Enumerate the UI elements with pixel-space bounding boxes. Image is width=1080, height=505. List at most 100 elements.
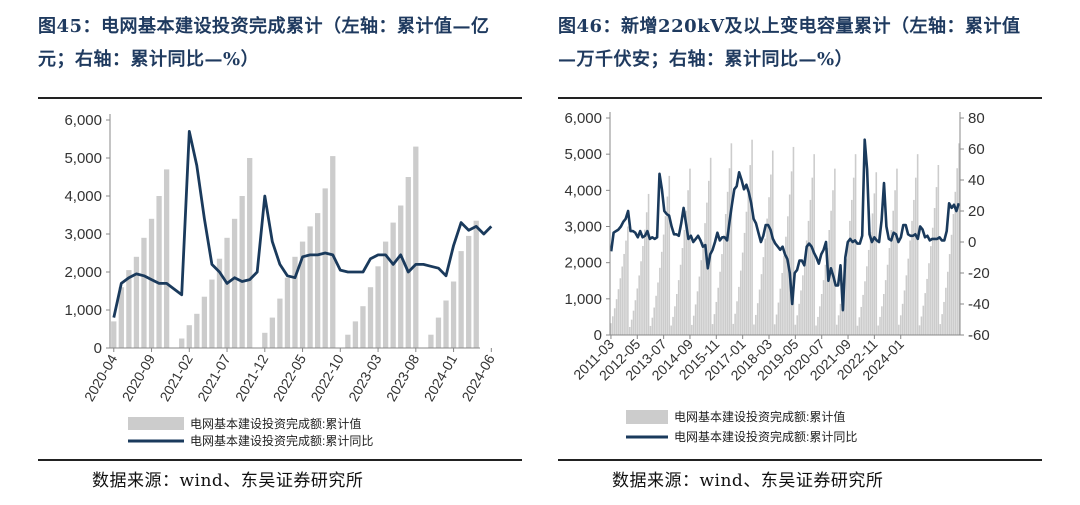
bar-value	[628, 326, 631, 335]
bar-value	[867, 249, 870, 335]
bar-value	[623, 253, 625, 335]
bar-value	[375, 266, 381, 348]
bar-value	[845, 258, 847, 335]
bar-value	[307, 226, 313, 348]
bar-value	[777, 302, 780, 335]
bar-value	[715, 301, 718, 335]
bar-value	[405, 177, 411, 348]
bar-value	[826, 248, 829, 335]
bar-value	[694, 304, 697, 335]
bar-value	[664, 216, 667, 335]
bar-value	[894, 190, 896, 335]
bar-value	[709, 157, 712, 335]
bar-value	[847, 240, 849, 335]
bar-value	[713, 314, 716, 335]
bar-value	[819, 306, 821, 335]
bar-value	[883, 294, 885, 335]
bar-value	[866, 266, 868, 335]
bar-value	[783, 255, 785, 335]
bar-value	[209, 279, 215, 348]
y-tick-label: 3,000	[64, 226, 102, 243]
bar-value	[803, 258, 806, 335]
bar-value	[762, 257, 765, 335]
legend-label-bar: 电网基本建设投资完成额:累计值	[674, 409, 845, 424]
bar-value	[194, 313, 200, 348]
bar-value	[747, 189, 750, 335]
legend-label-line: 电网基本建设投资完成额:累计同比	[674, 429, 857, 444]
bar-value	[736, 301, 738, 335]
bar-value	[728, 168, 731, 335]
bar-value	[681, 248, 684, 335]
figure-46-top-rule	[558, 97, 1042, 99]
figure-45-title: 图45：电网基本建设投资完成累计（左轴：累计值—亿元；右轴：累计同比—%）	[38, 16, 490, 70]
bar-value	[677, 280, 680, 335]
bar-value	[734, 313, 736, 335]
bar-value	[668, 175, 671, 335]
bar-value	[920, 316, 923, 335]
bar-value	[909, 240, 911, 335]
y-left-tick-label: 0	[594, 327, 602, 344]
y-right-tick-label: 40	[968, 172, 985, 189]
bar-value	[837, 315, 840, 335]
bar-value	[792, 146, 795, 335]
bar-value	[760, 274, 763, 335]
bar-value	[141, 237, 147, 348]
bar-value	[696, 291, 699, 335]
bar-value	[689, 168, 691, 335]
bar-value	[884, 280, 887, 335]
bar-value	[854, 154, 857, 335]
bar-value	[849, 220, 851, 335]
bar-value	[755, 314, 757, 335]
bar-value	[156, 196, 162, 348]
bar-value	[702, 242, 704, 335]
y-left-tick-label: 6,000	[564, 110, 602, 127]
bar-value	[610, 323, 612, 335]
bar-value	[841, 290, 844, 335]
bar-value	[284, 277, 291, 348]
bar-value	[945, 287, 947, 335]
bar-value	[269, 317, 275, 348]
bar-value	[753, 324, 755, 335]
bar-value	[892, 210, 894, 335]
bar-value	[683, 230, 686, 335]
bar-value	[698, 276, 701, 335]
bar-value	[749, 165, 751, 335]
bar-value	[691, 324, 693, 335]
bar-value	[676, 294, 678, 335]
bar-value	[864, 281, 866, 335]
bar-value	[224, 237, 230, 348]
bar-value	[660, 251, 663, 335]
bar-value	[239, 196, 245, 348]
bar-value	[458, 251, 464, 348]
legend-label-bar: 电网基本建设投资完成额:累计值	[190, 416, 361, 431]
bar-value	[758, 289, 761, 335]
bar-value	[163, 169, 170, 348]
bar-value	[903, 290, 906, 335]
y-left-tick-label: 4,000	[564, 182, 602, 199]
figure-45-source: 数据来源：wind、东吴证券研究所	[92, 471, 364, 491]
y-tick-label: 6,000	[64, 112, 102, 129]
bar-value	[612, 316, 614, 335]
legend-swatch-bar	[626, 410, 668, 424]
bar-value	[796, 315, 799, 335]
bar-value	[852, 177, 855, 335]
bar-value	[911, 220, 913, 335]
bar-value	[738, 286, 740, 335]
x-tick-label: 2024-01	[421, 351, 461, 404]
bar-value	[721, 254, 723, 335]
bar-value	[933, 208, 936, 335]
bar-value	[687, 190, 689, 335]
bar-value	[745, 211, 748, 335]
legend-label-line: 电网基本建设投资完成额:累计同比	[190, 433, 373, 448]
bar-value	[916, 154, 919, 335]
bar-value	[330, 156, 336, 348]
bar-value	[730, 143, 733, 335]
bar-value	[732, 323, 735, 335]
bar-value	[835, 324, 838, 335]
bar-value	[790, 171, 793, 335]
bar-value	[118, 287, 124, 348]
bar-value	[216, 258, 223, 348]
bar-value	[771, 150, 774, 335]
bar-value	[914, 177, 917, 335]
bar-value	[653, 307, 656, 335]
